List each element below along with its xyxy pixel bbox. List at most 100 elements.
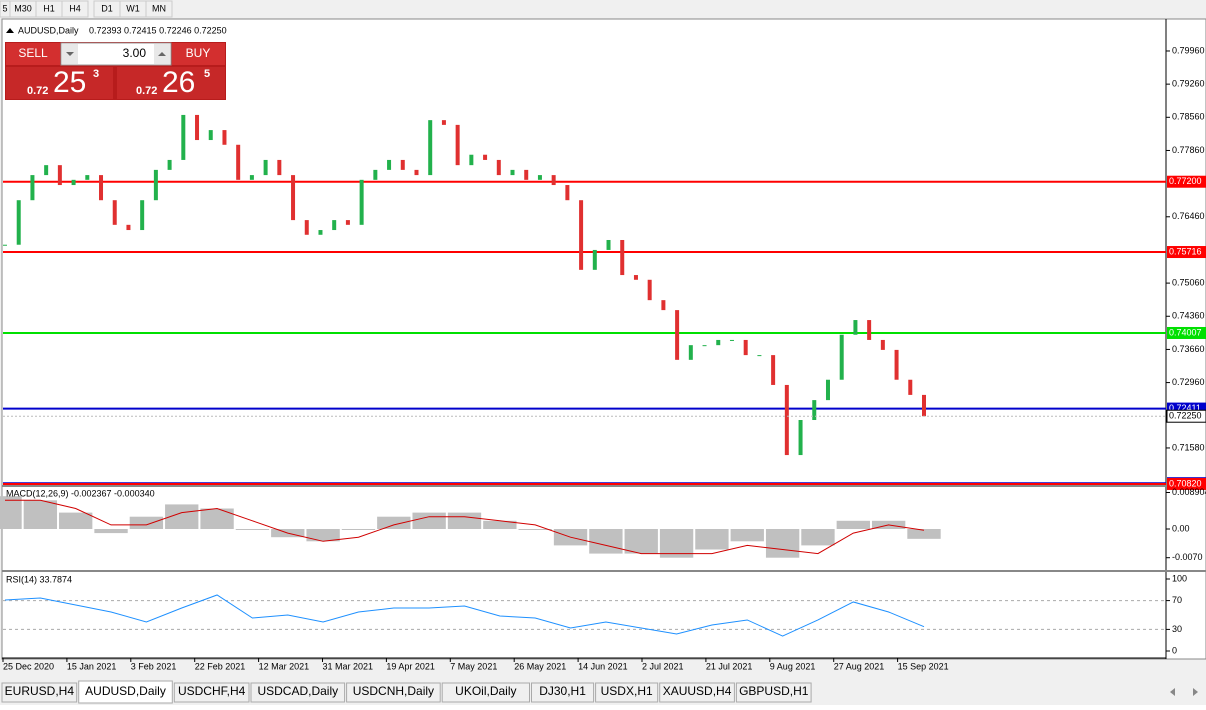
candle-body <box>153 169 158 201</box>
buy-label: BUY <box>186 46 211 60</box>
macd-bar <box>695 529 729 550</box>
x-tick-label: 25 Dec 2020 <box>3 661 54 671</box>
candle-body <box>291 175 296 221</box>
macd-bar <box>483 520 517 529</box>
x-tick-label: 27 Aug 2021 <box>834 661 885 671</box>
level-label-bg <box>1167 477 1206 490</box>
macd-bar <box>624 529 658 554</box>
candle-body <box>798 420 803 456</box>
tab[interactable] <box>531 682 595 703</box>
rsi-title: RSI(14) 33.7874 <box>6 574 72 584</box>
x-tick-label: 7 May 2021 <box>450 661 497 671</box>
level-label: 0.70820 <box>1169 478 1202 488</box>
candle-body <box>249 175 254 180</box>
tab[interactable] <box>173 682 250 703</box>
candle-body <box>825 379 830 401</box>
level-label: 0.77200 <box>1169 176 1202 186</box>
x-tick-label: 22 Feb 2021 <box>195 661 246 671</box>
timeframe-label: W1 <box>126 3 140 13</box>
tab[interactable] <box>346 682 441 703</box>
timeframe-label: H1 <box>43 3 55 13</box>
tab-label: GBPUSD,H1 <box>739 684 809 698</box>
y-tick-label: 0.77860 <box>1172 145 1205 155</box>
timeframe-label: H4 <box>69 3 81 13</box>
candle-body <box>510 169 515 176</box>
macd-title: MACD(12,26,9) -0.002367 -0.000340 <box>6 488 155 498</box>
timeframe-label: D1 <box>101 3 113 13</box>
candle-body <box>71 179 76 186</box>
candle-body <box>702 345 707 347</box>
tab[interactable] <box>659 682 735 703</box>
timeframe-button[interactable] <box>145 0 173 18</box>
candle-body <box>633 275 638 280</box>
tab[interactable] <box>595 682 659 703</box>
x-tick-label: 9 Aug 2021 <box>770 661 816 671</box>
y-tick-label: 100 <box>1172 573 1187 583</box>
sell-button[interactable] <box>6 43 60 65</box>
level-label: 0.75716 <box>1169 246 1202 256</box>
y-tick-label: 70 <box>1172 595 1182 605</box>
sell-price-point: 3 <box>93 68 99 80</box>
x-tick-label: 31 Mar 2021 <box>323 661 374 671</box>
y-tick-label: 0.72960 <box>1172 377 1205 387</box>
candle-body <box>675 310 680 360</box>
candle-body <box>400 159 405 170</box>
candle-body <box>688 345 693 360</box>
candle-body <box>784 384 789 456</box>
y-tick-label: 0.78560 <box>1172 112 1205 122</box>
tab-label: USDX,H1 <box>601 684 653 698</box>
buy-price-box[interactable] <box>117 67 225 99</box>
macd-bar <box>730 529 764 542</box>
candle-body <box>729 339 734 341</box>
tab[interactable] <box>1 682 78 703</box>
scroll-right[interactable] <box>1193 688 1198 696</box>
sell-price-box[interactable] <box>6 67 113 99</box>
y-tick-label: 0 <box>1172 645 1177 655</box>
y-tick-label: 0.73660 <box>1172 344 1205 354</box>
x-tick-label: 14 Jun 2021 <box>578 661 628 671</box>
timeframe-label: MN <box>152 3 166 13</box>
candle-body <box>373 169 378 180</box>
y-tick-label: 0.00 <box>1172 523 1190 533</box>
candle-body <box>579 200 584 270</box>
tab-bar: EURUSD,H4 AUDUSD,Daily USDCHF,H4 USDCAD,Dai… <box>0 680 1206 705</box>
scroll-left[interactable] <box>1170 688 1175 696</box>
x-tick-label: 26 May 2021 <box>514 661 566 671</box>
chart-quote: 0.72393 0.72415 0.72246 0.72250 <box>89 25 227 35</box>
macd-bar <box>907 529 941 539</box>
timeframe-button[interactable] <box>61 0 89 18</box>
tab-label: USDCAD,Daily <box>257 684 338 698</box>
tab-label: XAUUSD,H4 <box>663 684 732 698</box>
tab[interactable] <box>441 682 531 703</box>
candle-body <box>30 175 35 201</box>
volume: 3.00 <box>123 46 147 60</box>
candle-body <box>537 175 542 180</box>
candle-body <box>195 114 200 141</box>
candle-body <box>359 179 364 225</box>
tab[interactable] <box>735 682 812 703</box>
y-tick-label: 0.75060 <box>1172 277 1205 287</box>
candle-body <box>524 169 529 180</box>
candle-body <box>880 339 885 350</box>
candle-body <box>839 334 844 380</box>
level-label: 0.72411 <box>1169 403 1201 413</box>
tab-label: EURUSD,H4 <box>5 684 75 698</box>
volume-field[interactable] <box>60 42 172 66</box>
macd-bar <box>659 529 694 558</box>
level-label-bg <box>1167 326 1206 339</box>
tab[interactable] <box>250 682 346 703</box>
tab[interactable] <box>78 680 173 704</box>
candle-body <box>263 159 268 176</box>
arrow <box>66 52 74 56</box>
chart-title: AUDUSD,Daily <box>18 25 79 35</box>
macd-bar <box>0 496 22 529</box>
buy-button[interactable] <box>172 43 225 65</box>
y-tick-label: 0.79260 <box>1172 79 1205 89</box>
tab-label: UKOil,Daily <box>455 684 516 698</box>
candle-body <box>483 154 488 160</box>
macd-bar <box>447 512 482 529</box>
candle-body <box>469 154 474 166</box>
macd-bar <box>412 512 446 529</box>
current-price-label: 0.72250 <box>1169 411 1202 421</box>
macd-bar <box>306 529 340 542</box>
